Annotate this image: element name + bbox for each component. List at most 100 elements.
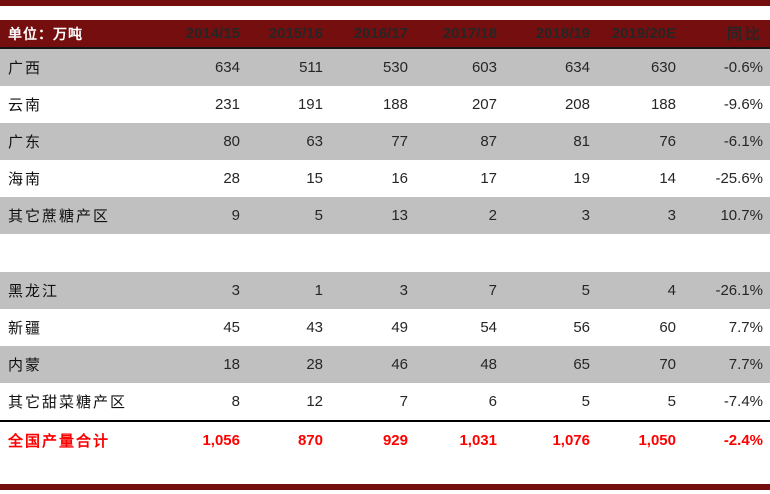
production-value: 1 <box>314 282 323 299</box>
production-value: 13 <box>391 207 408 224</box>
production-value: 12 <box>306 393 323 410</box>
table-row: 海南 28 15 16 17 19 14 -25.6% <box>0 160 770 197</box>
table-row: 内蒙 18 28 46 48 65 70 7.7% <box>0 346 770 383</box>
yoy-column-header: 同比 <box>726 26 763 43</box>
production-value: 3 <box>581 207 590 224</box>
production-value: 5 <box>581 282 590 299</box>
yoy-value: -26.1% <box>715 282 763 299</box>
yoy-value: 7.7% <box>728 319 763 336</box>
production-value: 4 <box>667 282 676 299</box>
region-label: 其它蔗糖产区 <box>8 209 111 225</box>
production-value: 511 <box>299 59 323 76</box>
production-value: 18 <box>223 356 240 373</box>
table-row: 其它甜菜糖产区 8 12 7 6 5 5 -7.4% <box>0 383 770 420</box>
year-column-header: 2014/15 <box>185 25 240 42</box>
year-column-header: 2015/16 <box>268 25 323 42</box>
production-value: 56 <box>573 319 590 336</box>
production-value: 28 <box>223 170 240 187</box>
total-value: 1,076 <box>552 432 590 449</box>
production-value: 5 <box>314 207 323 224</box>
production-value: 76 <box>659 133 676 150</box>
production-value: 188 <box>650 96 676 113</box>
region-label: 内蒙 <box>8 358 43 374</box>
production-value: 46 <box>391 356 408 373</box>
production-value: 77 <box>391 133 408 150</box>
table-row: 广西 634 511 530 603 634 630 -0.6% <box>0 49 770 86</box>
region-label: 海南 <box>8 172 43 188</box>
total-yoy-value: -2.4% <box>723 432 763 449</box>
production-value: 231 <box>214 96 240 113</box>
region-label: 云南 <box>8 98 43 114</box>
table-row: 云南 231 191 188 207 208 188 -9.6% <box>0 86 770 123</box>
section-spacer-row <box>0 234 770 272</box>
production-value: 60 <box>659 319 676 336</box>
production-value: 81 <box>573 133 590 150</box>
production-value: 630 <box>650 59 676 76</box>
production-value: 28 <box>306 356 323 373</box>
production-value: 7 <box>399 393 408 410</box>
production-value: 3 <box>667 207 676 224</box>
production-value: 16 <box>391 170 408 187</box>
top-rule <box>0 0 770 6</box>
year-column-header: 2016/17 <box>353 25 408 42</box>
bottom-rule <box>0 484 770 490</box>
production-value: 54 <box>480 319 497 336</box>
table-row: 新疆 45 43 49 54 56 60 7.7% <box>0 309 770 346</box>
region-label: 广西 <box>8 61 43 77</box>
production-value: 80 <box>223 133 240 150</box>
production-value: 8 <box>231 393 240 410</box>
production-value: 17 <box>480 170 497 187</box>
production-value: 208 <box>564 96 590 113</box>
production-value: 14 <box>659 170 676 187</box>
region-label: 新疆 <box>8 321 43 337</box>
production-value: 2 <box>488 207 497 224</box>
production-value: 603 <box>471 59 497 76</box>
year-column-header: 2018/19 <box>535 25 590 42</box>
year-column-header: 2017/18 <box>442 25 497 42</box>
region-label: 黑龙江 <box>8 284 60 300</box>
production-value: 49 <box>391 319 408 336</box>
unit-label: 单位：万吨 <box>8 27 83 43</box>
table-row: 其它蔗糖产区 9 5 13 2 3 3 10.7% <box>0 197 770 234</box>
total-value: 1,050 <box>638 432 676 449</box>
production-value: 530 <box>382 59 408 76</box>
production-value: 19 <box>573 170 590 187</box>
yoy-value: -6.1% <box>723 133 763 150</box>
year-column-header: 2019/20E <box>611 25 676 42</box>
table-body: 广西 634 511 530 603 634 630 -0.6% 云南 231 191 188 207 2… <box>0 49 770 420</box>
production-value: 70 <box>659 356 676 373</box>
production-value: 634 <box>214 59 240 76</box>
production-value: 45 <box>223 319 240 336</box>
production-value: 207 <box>471 96 497 113</box>
total-row: 全国产量合计 1,056 870 929 1,031 1,076 1,050 -2.4% <box>0 420 770 459</box>
production-value: 43 <box>306 319 323 336</box>
production-value: 3 <box>399 282 408 299</box>
production-value: 5 <box>667 393 676 410</box>
production-value: 9 <box>231 207 240 224</box>
production-table: 单位：万吨 2014/15 2015/16 2016/17 2017/18 2018/1… <box>0 20 770 459</box>
yoy-value: 7.7% <box>728 356 763 373</box>
production-value: 5 <box>581 393 590 410</box>
production-value: 87 <box>480 133 497 150</box>
total-value: 1,056 <box>202 432 240 449</box>
table-header-row: 单位：万吨 2014/15 2015/16 2016/17 2017/18 2018/1… <box>0 20 770 49</box>
production-value: 48 <box>480 356 497 373</box>
region-label: 广东 <box>8 135 43 151</box>
yoy-value: -9.6% <box>723 96 763 113</box>
yoy-value: -25.6% <box>715 170 763 187</box>
total-value: 870 <box>297 432 323 449</box>
yoy-value: -7.4% <box>723 393 763 410</box>
production-value: 63 <box>306 133 323 150</box>
total-value: 929 <box>382 432 408 449</box>
total-row-label: 全国产量合计 <box>8 434 111 450</box>
production-value: 65 <box>573 356 590 373</box>
production-value: 188 <box>382 96 408 113</box>
yoy-value: 10.7% <box>720 207 763 224</box>
production-value: 3 <box>231 282 240 299</box>
table-row: 黑龙江 3 1 3 7 5 4 -26.1% <box>0 272 770 309</box>
production-value: 15 <box>306 170 323 187</box>
yoy-value: -0.6% <box>723 59 763 76</box>
production-value: 7 <box>488 282 497 299</box>
total-value: 1,031 <box>459 432 497 449</box>
